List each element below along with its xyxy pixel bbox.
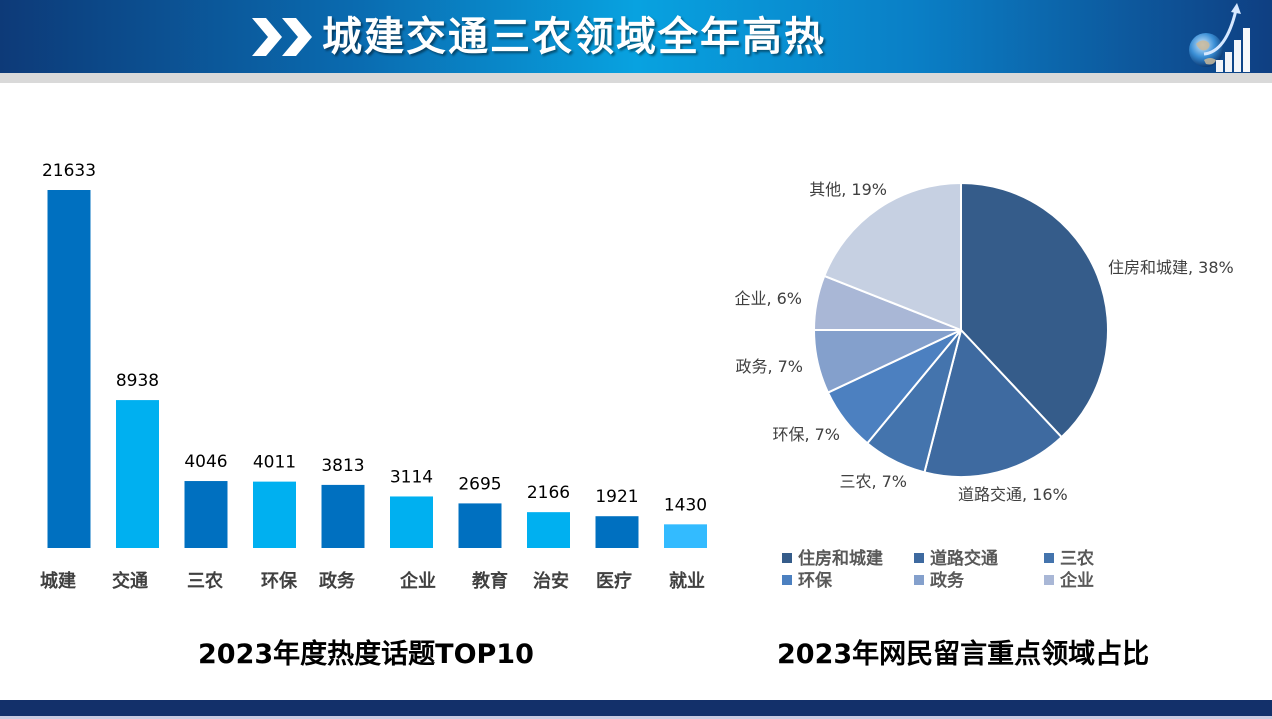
page-title: 城建交通三农领域全年高热 [322, 14, 826, 60]
x-tick-label: 治安 [533, 570, 569, 592]
bar-data-label: 3114 [390, 467, 433, 487]
pie-chart: 住房和城建, 38% 道路交通, 16% 三农, 7% 环保, 7% 政务, 7% 企业,… [734, 180, 1234, 504]
bar-企业 [390, 496, 433, 548]
legend-swatch [1044, 553, 1054, 563]
x-tick-label: 政务 [319, 570, 356, 592]
pie-data-label: 企业, 6% [734, 289, 802, 308]
pie-slice-住房和城建 [960, 181, 1110, 439]
globe-growth-chart-icon [1189, 3, 1250, 72]
pie-data-label: 政务, 7% [735, 357, 803, 376]
header-divider [0, 73, 1272, 83]
bar-教育 [458, 503, 502, 548]
pie-data-label: 其他, 19% [809, 180, 887, 199]
legend-label: 企业 [1060, 571, 1094, 591]
legend-label: 政务 [930, 571, 964, 591]
bar-交通 [116, 400, 159, 548]
legend-item: 住房和城建 [782, 548, 883, 570]
pie-data-label: 三农, 7% [839, 472, 907, 491]
bar-data-label: 4011 [253, 453, 296, 473]
pie-slice-其他 [823, 181, 962, 332]
legend-item: 三农 [1044, 548, 1094, 570]
footer-line [0, 716, 1272, 719]
bar-三农 [184, 481, 228, 548]
x-tick-label: 医疗 [596, 570, 632, 592]
pie-slice-道路交通 [923, 327, 1064, 478]
bar-data-label: 1430 [664, 495, 707, 515]
legend-label: 三农 [1060, 549, 1094, 569]
legend-swatch [782, 553, 792, 563]
x-tick-label: 企业 [399, 570, 436, 592]
bar-治安 [527, 512, 570, 548]
bar-data-label: 2166 [527, 483, 570, 503]
pie-data-label: 环保, 7% [772, 425, 840, 444]
pie-data-label: 道路交通, 16% [958, 485, 1068, 504]
bar-chart-title: 2023年度热度话题TOP10 [198, 639, 534, 670]
legend-swatch [914, 553, 924, 563]
legend-item: 企业 [1044, 570, 1094, 592]
pie-chart-title: 2023年网民留言重点领域占比 [777, 639, 1150, 670]
bar-chart: 21633 城建 8938 交通 4046 三农 4011 环保 3813 政务 3114 企业 269… [40, 161, 707, 592]
x-tick-label: 交通 [112, 570, 148, 592]
legend-swatch [782, 575, 792, 585]
pie-data-label: 住房和城建, 38% [1108, 258, 1234, 277]
header-banner [0, 0, 1272, 73]
legend-item: 道路交通 [914, 548, 998, 570]
bar-环保 [253, 481, 296, 548]
legend-item: 政务 [914, 570, 964, 592]
legend-swatch [1044, 575, 1054, 585]
bar-医疗 [595, 516, 639, 548]
x-tick-label: 城建 [40, 570, 76, 592]
bar-data-label: 3813 [321, 456, 364, 476]
x-tick-label: 三农 [187, 570, 223, 592]
bar-政务 [321, 484, 365, 548]
x-tick-label: 教育 [472, 570, 508, 592]
legend-label: 道路交通 [930, 549, 998, 569]
legend-label: 住房和城建 [798, 549, 883, 569]
bar-data-label: 21633 [42, 161, 96, 181]
bar-城建 [47, 190, 91, 548]
bar-就业 [664, 524, 707, 548]
bar-data-label: 1921 [595, 487, 638, 507]
double-chevron-right-icon [252, 18, 312, 56]
bar-data-label: 8938 [116, 371, 159, 391]
x-tick-label: 就业 [669, 570, 705, 592]
legend-swatch [914, 575, 924, 585]
legend-label: 环保 [798, 571, 832, 591]
x-tick-label: 环保 [261, 570, 298, 592]
bar-data-label: 4046 [184, 452, 227, 472]
bar-data-label: 2695 [458, 474, 501, 494]
legend-item: 环保 [782, 570, 832, 592]
footer-bar [0, 700, 1272, 716]
